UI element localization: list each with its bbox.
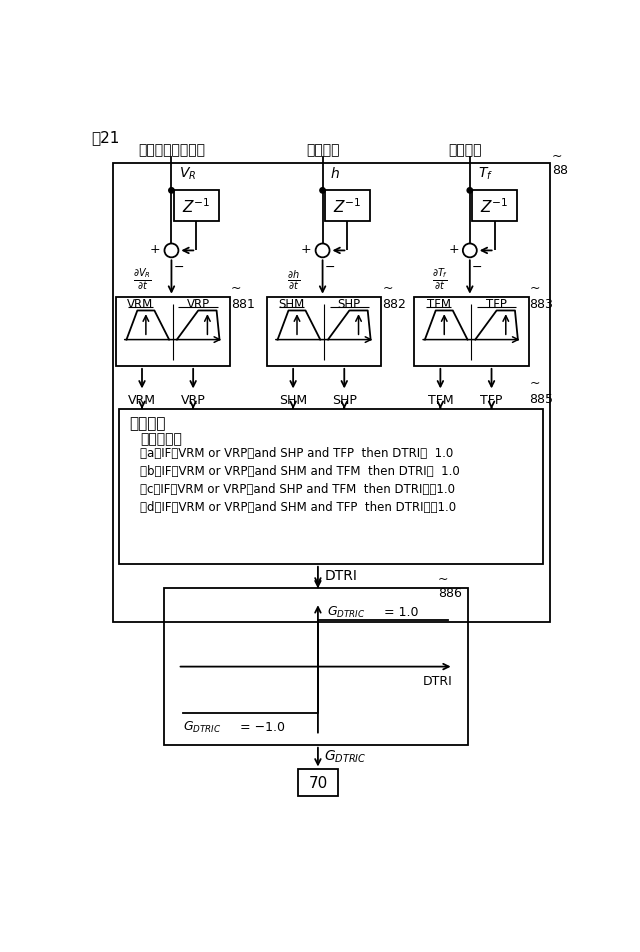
Text: −: − <box>174 261 184 273</box>
Text: SHP: SHP <box>338 298 361 310</box>
Text: DTRI: DTRI <box>422 674 452 687</box>
Text: （d）IF（VRM or VRP）and SHM and TFP  then DTRI＝－1.0: （d）IF（VRM or VRP）and SHM and TFP then DT… <box>140 500 456 513</box>
Text: ~: ~ <box>529 377 540 389</box>
Text: SHP: SHP <box>332 394 356 407</box>
Text: ~: ~ <box>231 282 242 295</box>
Text: $Z^{-1}$: $Z^{-1}$ <box>333 197 362 216</box>
Text: 885: 885 <box>529 392 554 406</box>
Text: 出側板厚: 出側板厚 <box>306 144 339 157</box>
Text: 881: 881 <box>231 298 255 310</box>
Text: $\frac{\partial V_R}{\partial t}$: $\frac{\partial V_R}{\partial t}$ <box>132 267 151 292</box>
Text: +: + <box>150 243 161 255</box>
Text: $Z^{-1}$: $Z^{-1}$ <box>481 197 509 216</box>
Text: ~: ~ <box>552 149 563 163</box>
Text: DTRI: DTRI <box>324 568 357 582</box>
Text: 882: 882 <box>382 298 406 310</box>
Text: 推論処理: 推論処理 <box>129 416 166 431</box>
Bar <box>298 769 338 796</box>
Text: = −1.0: = −1.0 <box>236 721 285 733</box>
Text: SHM: SHM <box>278 298 305 310</box>
Bar <box>116 297 230 367</box>
Text: $G_{DTRIC}$: $G_{DTRIC}$ <box>327 604 365 619</box>
Text: $\frac{\partial h}{\partial t}$: $\frac{\partial h}{\partial t}$ <box>287 268 300 291</box>
Text: 図21: 図21 <box>92 129 120 145</box>
Text: TFP: TFP <box>486 298 507 310</box>
Text: （c）IF（VRM or VRP）and SHP and TFM  then DTRI＝－1.0: （c）IF（VRM or VRP）and SHP and TFM then DT… <box>140 483 456 495</box>
Text: 883: 883 <box>529 298 554 310</box>
Bar <box>113 165 550 622</box>
Text: $G_{DTRIC}$: $G_{DTRIC}$ <box>183 720 221 734</box>
Bar <box>414 297 529 367</box>
Text: TFP: TFP <box>481 394 502 407</box>
Text: = 1.0: = 1.0 <box>380 605 419 618</box>
Text: $V_R$: $V_R$ <box>179 166 196 182</box>
Text: $h$: $h$ <box>330 166 340 181</box>
Text: 推論ルール: 推論ルール <box>140 432 182 446</box>
Text: −: − <box>325 261 335 273</box>
Text: （b）IF（VRM or VRP）and SHM and TFM  then DTRI＝  1.0: （b）IF（VRM or VRP）and SHM and TFM then DT… <box>140 465 460 478</box>
Text: +: + <box>301 243 312 255</box>
Circle shape <box>169 188 174 194</box>
Bar <box>174 191 219 222</box>
Text: 70: 70 <box>308 775 328 790</box>
Text: 圧延機ロール速度: 圧延機ロール速度 <box>138 144 205 157</box>
Text: ~: ~ <box>382 282 393 295</box>
Text: TFM: TFM <box>428 394 453 407</box>
Text: TFM: TFM <box>427 298 451 310</box>
Bar <box>267 297 381 367</box>
Text: −: − <box>472 261 483 273</box>
Text: $\frac{\partial T_f}{\partial t}$: $\frac{\partial T_f}{\partial t}$ <box>432 267 449 292</box>
Text: 88: 88 <box>552 164 568 177</box>
Text: +: + <box>449 243 459 255</box>
Bar <box>119 409 543 565</box>
Text: ~: ~ <box>438 572 449 585</box>
Text: 出側張力: 出側張力 <box>449 144 482 157</box>
Text: $Z^{-1}$: $Z^{-1}$ <box>182 197 211 216</box>
Text: $T_f$: $T_f$ <box>477 166 493 182</box>
Text: VRP: VRP <box>187 298 210 310</box>
Text: SHM: SHM <box>279 394 307 407</box>
Circle shape <box>320 188 325 194</box>
Bar <box>325 191 370 222</box>
Bar <box>472 191 517 222</box>
Text: VRM: VRM <box>128 394 156 407</box>
Text: VRP: VRP <box>180 394 205 407</box>
Text: $G_{DTRIC}$: $G_{DTRIC}$ <box>324 747 367 764</box>
Text: ~: ~ <box>529 282 540 295</box>
Text: 886: 886 <box>438 586 462 599</box>
Bar <box>164 589 467 745</box>
Text: VRM: VRM <box>127 298 154 310</box>
Text: （a）IF（VRM or VRP）and SHP and TFP  then DTRI＝  1.0: （a）IF（VRM or VRP）and SHP and TFP then DT… <box>140 446 454 460</box>
Circle shape <box>467 188 472 194</box>
